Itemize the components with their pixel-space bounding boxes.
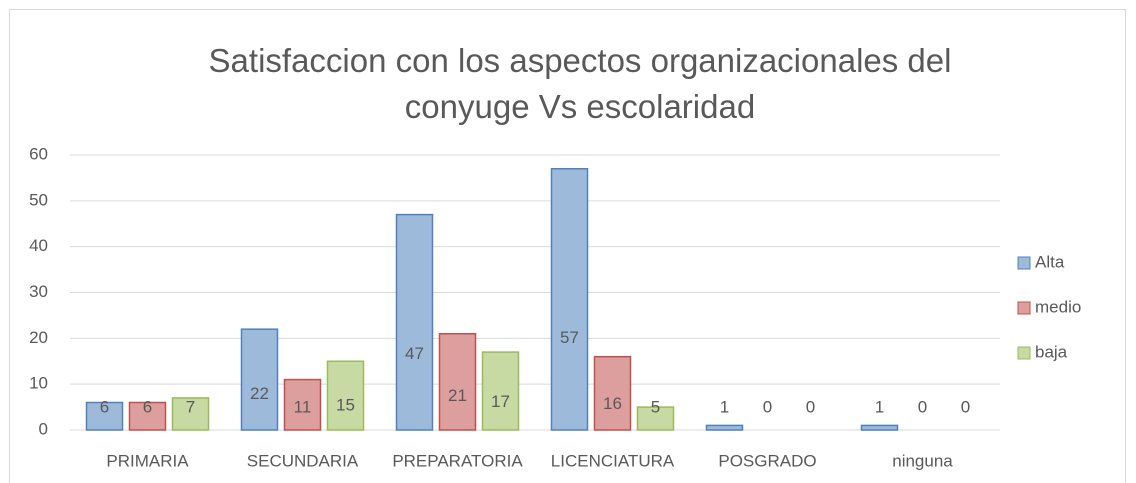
y-tick-label: 20	[29, 328, 48, 347]
data-label: 5	[651, 397, 660, 416]
legend-swatch	[1017, 256, 1031, 270]
data-label: 1	[875, 397, 884, 416]
x-tick-label: POSGRADO	[718, 451, 816, 470]
bar	[240, 328, 279, 431]
data-label: 0	[763, 397, 772, 416]
bar	[395, 213, 434, 431]
bar	[481, 351, 520, 431]
y-tick-label: 10	[29, 374, 48, 393]
y-tick-label: 60	[29, 144, 48, 163]
chart-title: Satisfaccion con los aspectos organizaci…	[208, 42, 952, 125]
x-tick-label: SECUNDARIA	[247, 451, 359, 470]
bar	[85, 401, 124, 431]
bar	[593, 355, 632, 431]
data-label: 6	[143, 397, 152, 416]
data-label: 0	[806, 397, 815, 416]
bar	[438, 333, 477, 431]
y-tick-label: 0	[39, 419, 48, 438]
bar	[128, 401, 167, 431]
bar	[283, 378, 322, 431]
bar	[705, 424, 744, 431]
bar	[550, 168, 589, 431]
data-label: 1	[720, 397, 729, 416]
chart-border	[9, 9, 1126, 483]
data-label: 22	[250, 384, 269, 403]
legend-label: baja	[1035, 342, 1068, 361]
y-tick-label: 40	[29, 236, 48, 255]
data-label: 11	[294, 397, 312, 416]
legend-label: medio	[1035, 297, 1081, 316]
data-label: 6	[100, 397, 109, 416]
bar	[636, 406, 675, 431]
x-tick-label: PREPARATORIA	[392, 451, 523, 470]
legend-swatch	[1017, 346, 1031, 360]
x-tick-label: PRIMARIA	[106, 451, 189, 470]
x-tick-label: LICENCIATURA	[551, 451, 675, 470]
y-tick-label: 30	[29, 282, 48, 301]
data-label: 15	[336, 395, 355, 414]
bar	[171, 397, 210, 431]
data-label: 17	[491, 392, 510, 411]
legend-swatch	[1017, 301, 1031, 315]
data-label: 0	[961, 397, 970, 416]
data-label: 57	[560, 328, 579, 347]
y-tick-label: 50	[29, 190, 48, 209]
data-label: 0	[918, 397, 927, 416]
legend-label: Alta	[1035, 252, 1065, 271]
bar	[860, 424, 899, 431]
data-label: 16	[603, 394, 622, 413]
bar	[326, 360, 365, 431]
data-label: 21	[448, 386, 467, 405]
data-label: 47	[405, 344, 424, 363]
x-tick-label: ninguna	[892, 451, 953, 470]
data-label: 7	[186, 397, 195, 416]
